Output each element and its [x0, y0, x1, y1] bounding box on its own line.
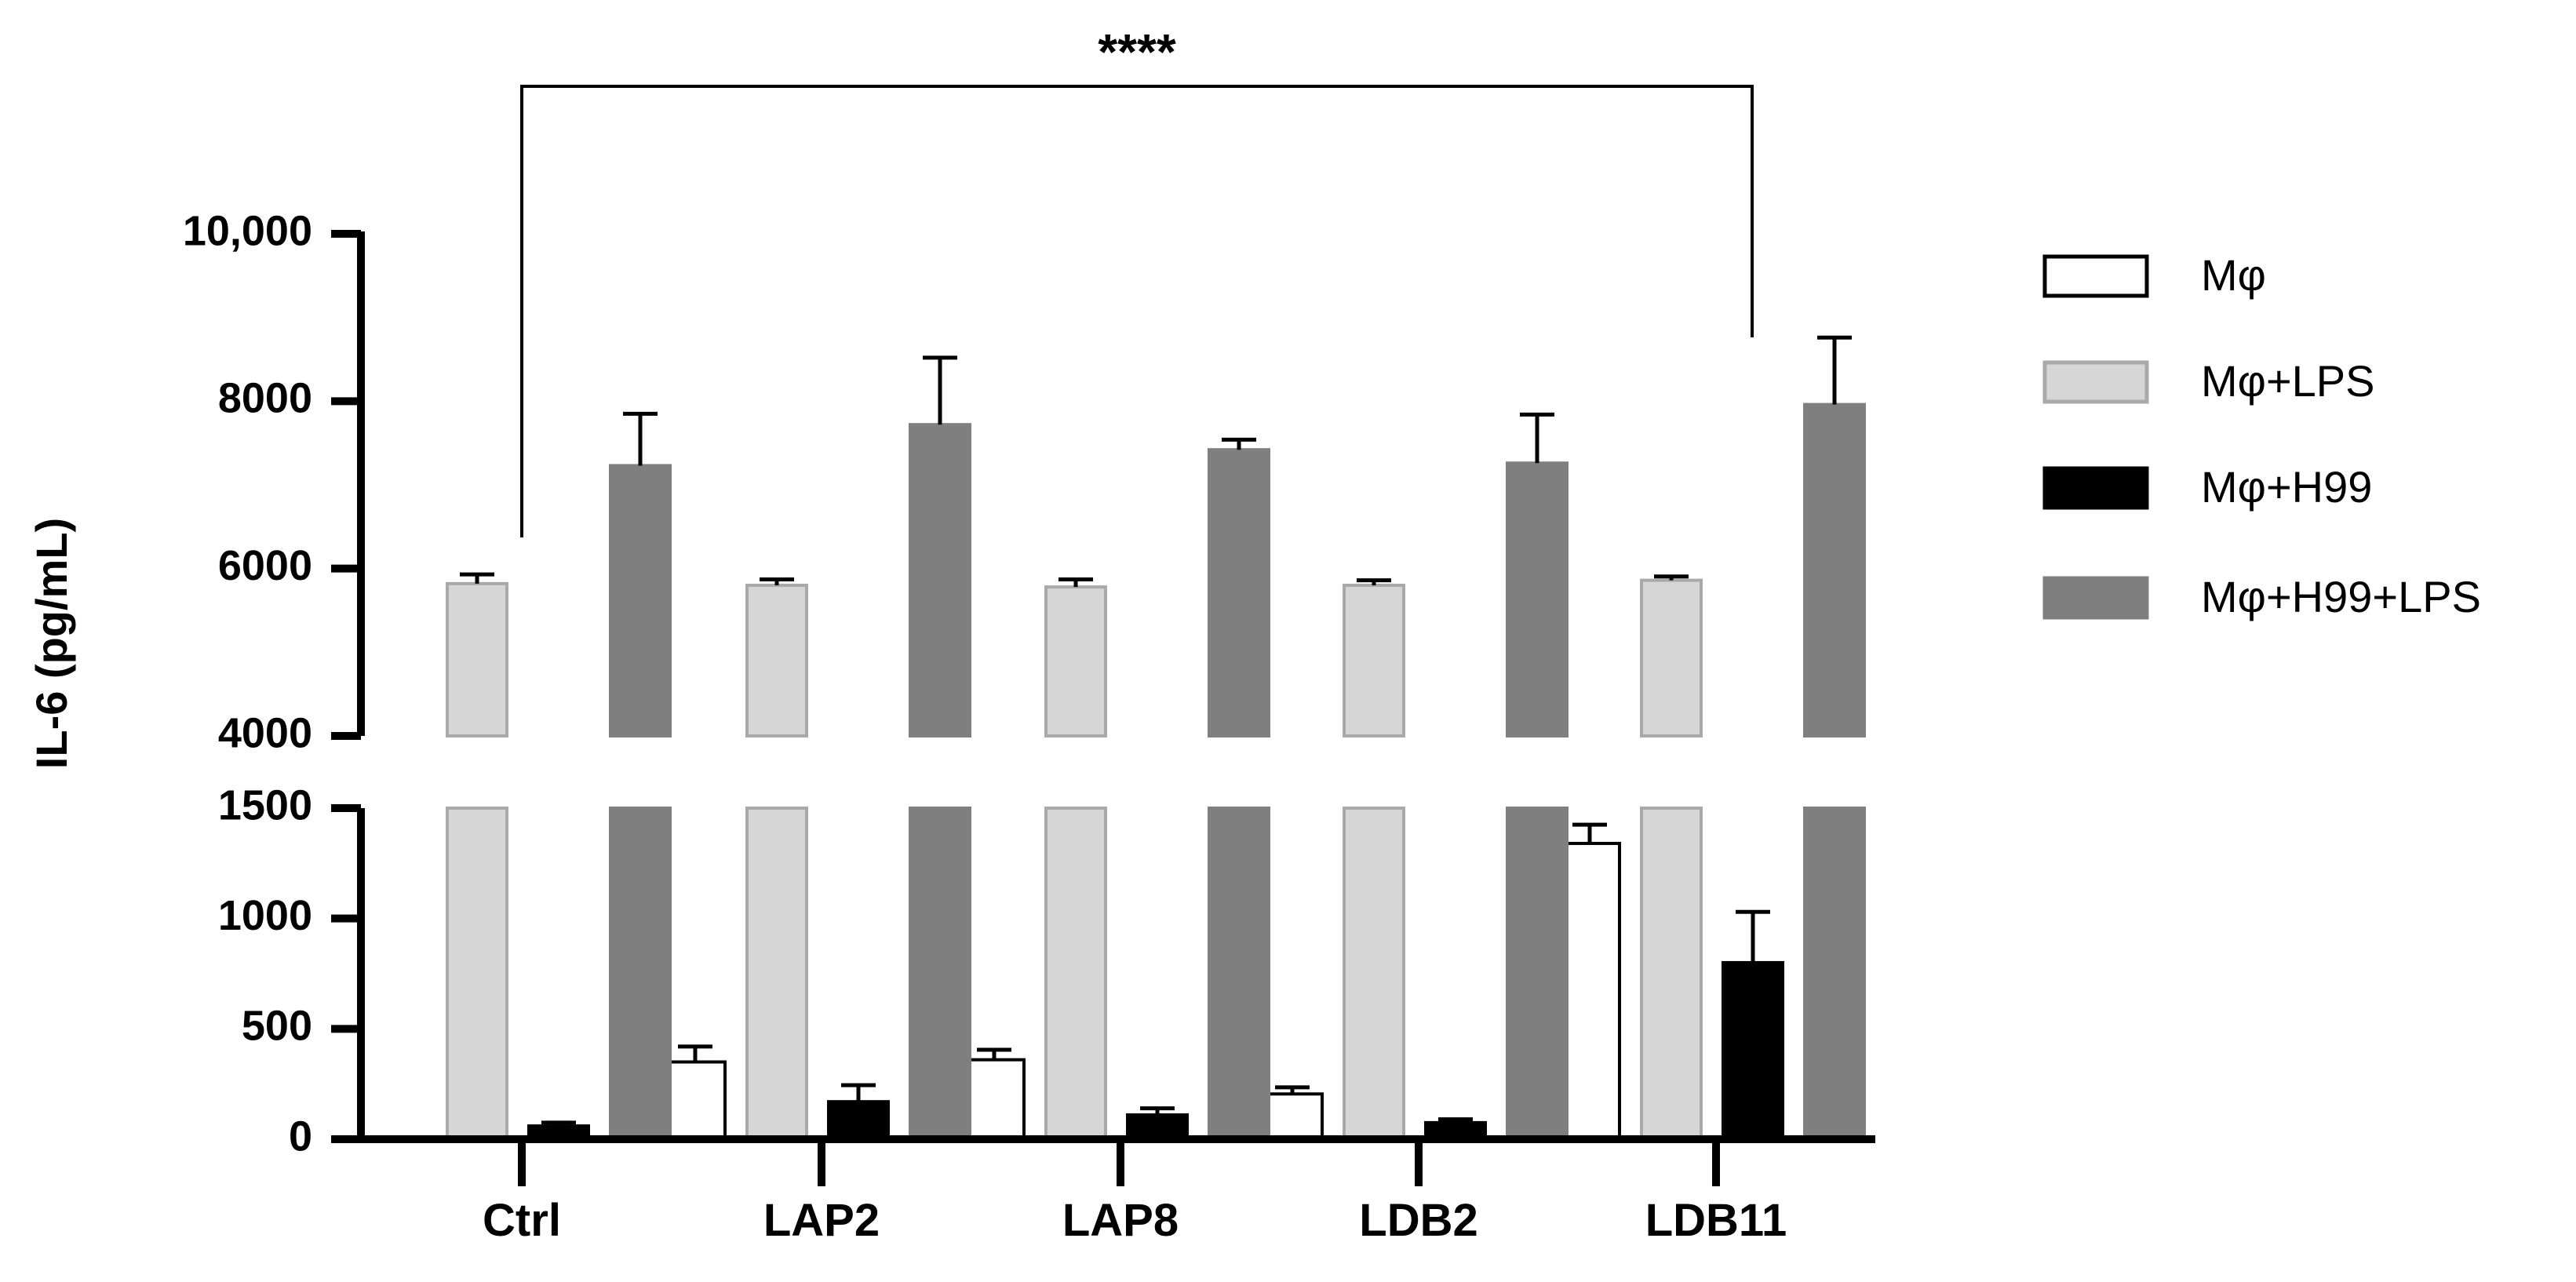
error-bar-ldb11-s2 — [1654, 574, 1689, 581]
x-category-label: LAP8 — [1062, 1195, 1179, 1246]
legend: Mφ Mφ+LPS Mφ+H99 Mφ+H99+LPS — [2042, 250, 2481, 621]
error-bar-lap8-s1 — [977, 1047, 1011, 1060]
bar-lap8-s3 — [1126, 1113, 1189, 1142]
legend-item: Mφ — [2042, 250, 2266, 300]
bar-ldb2-s4-upper — [1506, 461, 1569, 738]
bar-ldb2-s2-upper — [1343, 584, 1405, 738]
bar-lap2-s4-lower — [909, 807, 971, 1141]
bar-lap2-s2-upper — [745, 584, 808, 738]
bar-ldb2-s2-lower — [1343, 807, 1405, 1141]
legend-item: Mφ+LPS — [2042, 356, 2375, 406]
bar-ldb11-s4-lower — [1803, 807, 1866, 1141]
bar-lap2-s1 — [664, 1060, 727, 1141]
bar-lap2-s4-upper — [909, 423, 971, 738]
error-bar-ldb2-s4 — [1520, 412, 1554, 464]
legend-label: Mφ+H99 — [2201, 462, 2372, 512]
y-tick-label: 1000 — [218, 892, 312, 939]
x-category-label: LDB11 — [1645, 1195, 1787, 1246]
error-bar-lap8-s2 — [1058, 577, 1093, 588]
legend-label: Mφ+H99+LPS — [2201, 572, 2481, 621]
legend-swatch — [2042, 360, 2149, 404]
error-bar-ldb11-s3 — [1736, 909, 1770, 963]
bar-lap8-s2-upper — [1044, 585, 1107, 738]
x-category-label: LDB2 — [1359, 1195, 1477, 1246]
significance-line — [520, 85, 1754, 537]
error-bar-ldb11-s4 — [1817, 335, 1852, 405]
error-bar-ldb2-s1 — [1275, 1085, 1310, 1094]
y-tick-label: 0 — [289, 1113, 312, 1160]
error-bar-ldb2-s2 — [1357, 578, 1391, 585]
error-bar-ctrl-s2 — [460, 572, 494, 584]
y-tick-label: 1500 — [218, 781, 312, 829]
bar-ldb11-s2-lower — [1640, 807, 1703, 1141]
bars-layer — [446, 402, 1866, 1142]
legend-swatch — [2042, 576, 2149, 620]
error-bar-lap2-s3 — [841, 1083, 876, 1102]
error-bar-lap2-s2 — [760, 577, 794, 585]
significance-label: **** — [1098, 24, 1176, 80]
bar-ctrl-s4-lower — [609, 807, 672, 1141]
bar-lap2-s3 — [827, 1100, 890, 1142]
y-axis-title: IL-6 (pg/mL) — [27, 518, 76, 769]
significance-bracket: **** — [520, 24, 1754, 537]
bar-ldb2-s4-lower — [1506, 807, 1569, 1141]
error-bar-ldb11-s1 — [1572, 822, 1607, 844]
error-bar-ctrl-s4 — [623, 411, 658, 466]
bar-lap2-s2-lower — [745, 807, 808, 1141]
legend-swatch — [2042, 254, 2149, 298]
y-tick-label: 8000 — [218, 375, 312, 422]
bar-lap8-s4-upper — [1208, 448, 1270, 738]
y-tick-label: 500 — [242, 1003, 312, 1050]
legend-label: Mφ+LPS — [2201, 356, 2375, 406]
bar-ldb2-s1 — [1261, 1092, 1324, 1141]
error-bar-lap8-s4 — [1222, 437, 1256, 450]
x-category-label: LAP2 — [763, 1195, 880, 1246]
y-tick-label: 4000 — [218, 709, 312, 756]
error-bar-lap8-s3 — [1140, 1106, 1175, 1116]
bar-ldb11-s4-upper — [1803, 402, 1866, 738]
error-bar-ctrl-s3 — [541, 1120, 576, 1127]
y-tick-label: 6000 — [218, 542, 312, 589]
bar-ldb11-s1 — [1558, 842, 1621, 1141]
bar-ctrl-s4-upper — [609, 464, 672, 738]
error-bar-lap2-s4 — [923, 355, 957, 425]
legend-swatch — [2042, 466, 2149, 510]
legend-item: Mφ+H99+LPS — [2042, 572, 2481, 621]
bar-ldb11-s3 — [1722, 960, 1784, 1142]
labels-layer: 0 500 1000 1500 4000 6000 8000 10,000 Ctrl LAP2 LA… — [183, 207, 1787, 1246]
bar-lap8-s1 — [963, 1058, 1026, 1141]
error-bar-lap2-s1 — [678, 1044, 712, 1062]
bar-ctrl-s2-upper — [446, 581, 508, 738]
bar-ldb11-s2-upper — [1640, 578, 1703, 738]
legend-label: Mφ — [2201, 250, 2266, 300]
y-tick-label: 10,000 — [183, 207, 312, 254]
axes-layer — [331, 230, 1875, 1186]
error-bar-ldb2-s3 — [1438, 1117, 1473, 1123]
bar-lap8-s2-lower — [1044, 807, 1107, 1141]
bar-lap8-s4-lower — [1208, 807, 1270, 1141]
error-bars-layer — [460, 335, 1852, 1127]
bar-ctrl-s2-lower — [446, 807, 508, 1141]
legend-item: Mφ+H99 — [2042, 462, 2372, 512]
x-category-label: Ctrl — [483, 1195, 561, 1246]
